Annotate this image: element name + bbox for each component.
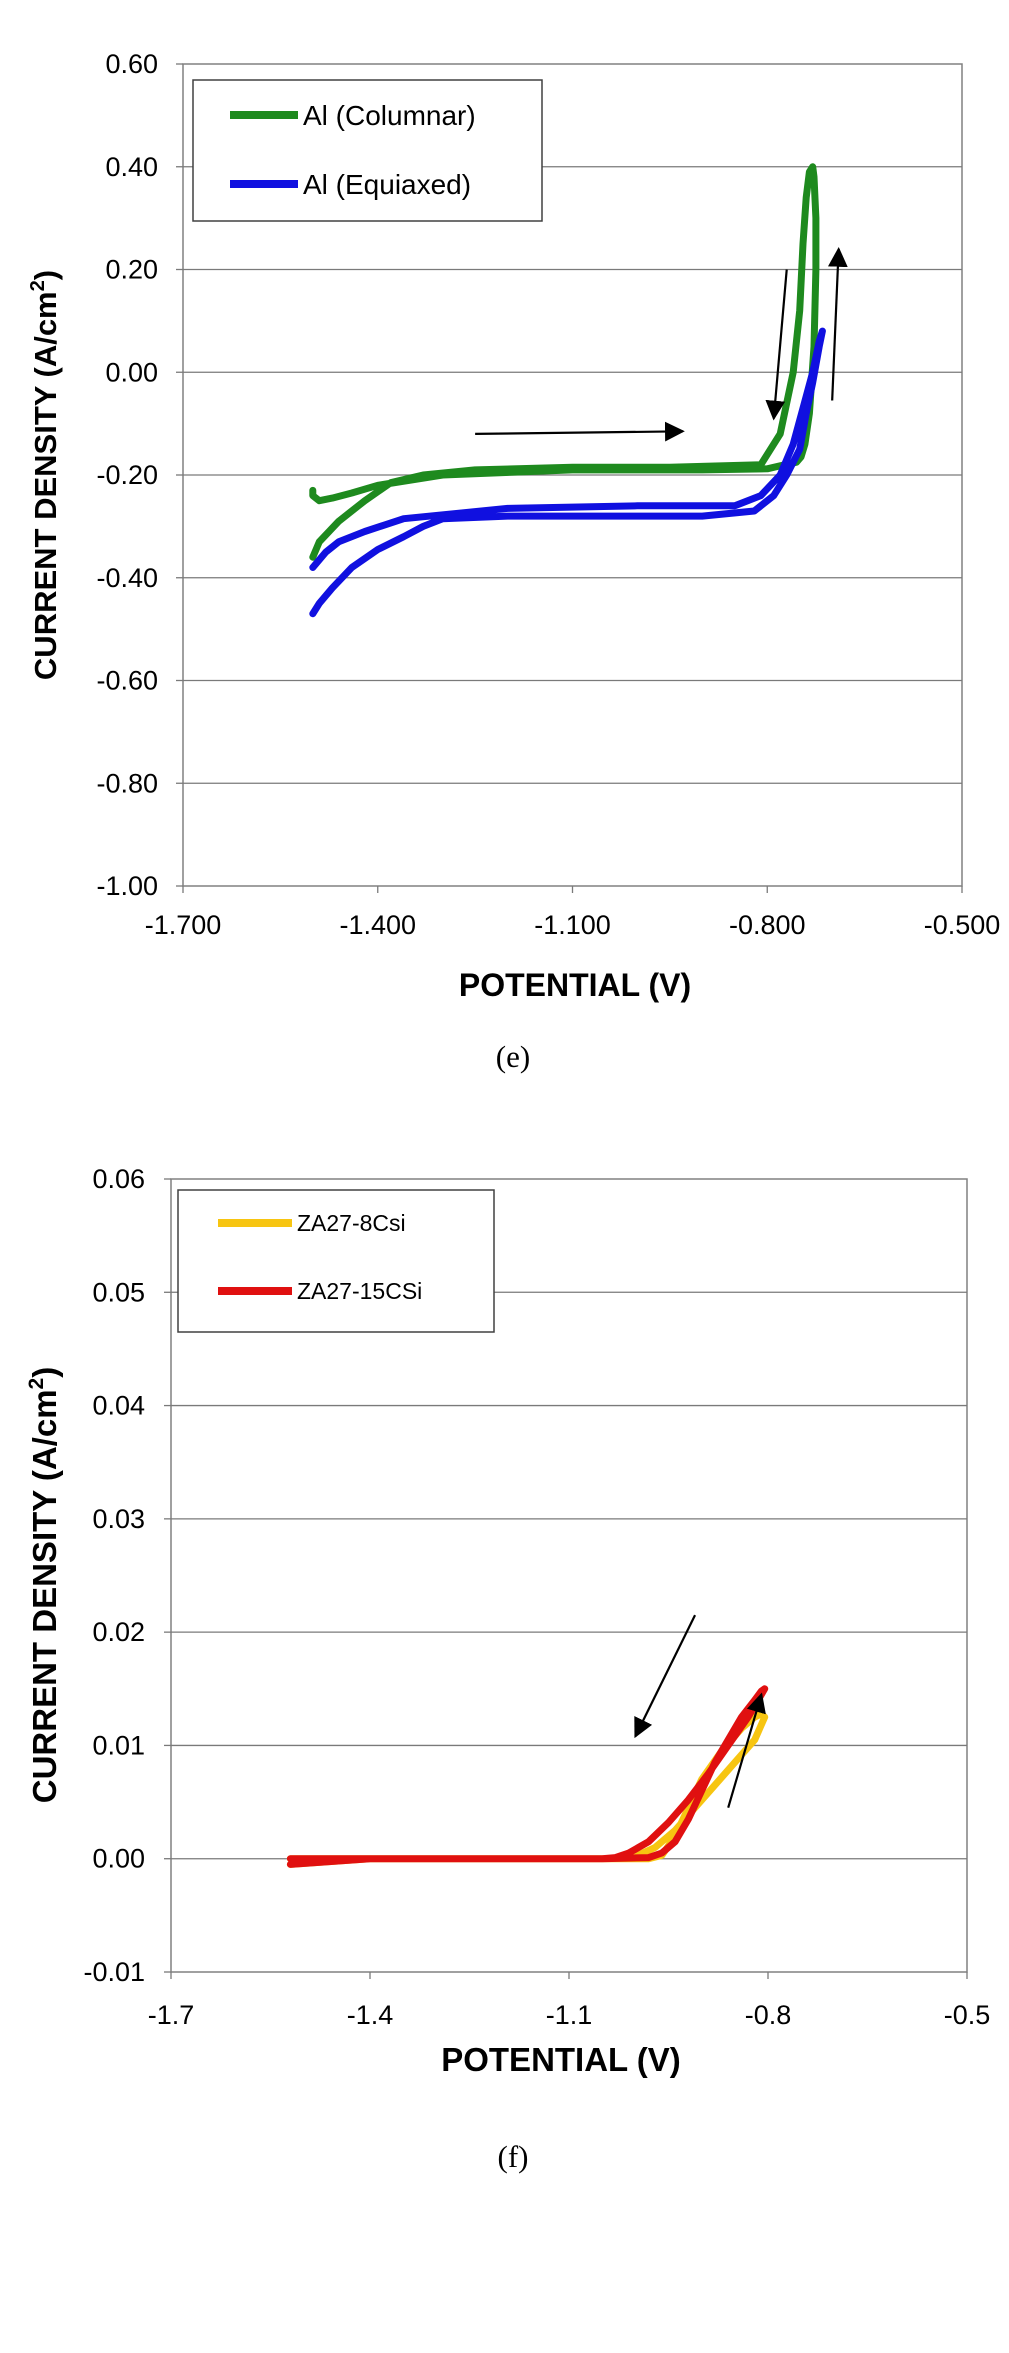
y-tick-label: -0.40	[96, 563, 158, 593]
caption-e: (e)	[496, 1039, 530, 1074]
y-tick-label: 0.01	[92, 1730, 145, 1760]
series-line-1	[286, 1685, 769, 1868]
x-axis-label: POTENTIAL (V)	[459, 967, 691, 1003]
series-lines	[309, 163, 826, 618]
tick-labels: 0.60 0.40 0.20 0.00 -0.20 -0.40 -0.60 -0.80 -1.0…	[96, 49, 1000, 940]
legend-label-al-equiaxed: Al (Equiaxed)	[303, 169, 471, 200]
x-axis-label: POTENTIAL (V)	[441, 2041, 681, 2078]
anodic-scan-arrow	[828, 246, 848, 401]
tick-labels: 0.06 0.05 0.04 0.03 0.02 0.01 0.00 -0.01-1.7 -1.…	[83, 1164, 990, 2030]
series-line-0	[309, 163, 820, 561]
y-tick-label: -0.60	[96, 666, 158, 696]
series-lines	[286, 1685, 769, 1868]
y-tick-label: 0.05	[92, 1277, 145, 1307]
x-tick-label: -1.1	[546, 2000, 593, 2030]
y-tick-label: 0.00	[105, 357, 158, 387]
chart-e: 0.60 0.40 0.20 0.00 -0.20 -0.40 -0.60 -0.80 -1.0…	[27, 49, 1000, 1074]
legend-label-al-columnar: Al (Columnar)	[303, 100, 476, 131]
legend: Al (Columnar) Al (Equiaxed)	[192, 79, 543, 222]
y-tick-label: 0.04	[92, 1391, 145, 1421]
y-tick-label: -0.01	[83, 1957, 145, 1987]
legend-box	[192, 79, 543, 222]
x-tick-label: -0.800	[729, 910, 806, 940]
arrows	[634, 1614, 766, 1809]
grid-lines	[176, 63, 963, 893]
chart-f: 0.06 0.05 0.04 0.03 0.02 0.01 0.00 -0.01-1.7 -1.…	[25, 1164, 990, 2174]
reverse-scan-arrow	[634, 1614, 697, 1739]
series-line-1	[309, 327, 826, 618]
x-tick-label: -1.700	[145, 910, 222, 940]
x-tick-label: -1.100	[534, 910, 611, 940]
x-tick-label: -0.8	[745, 2000, 792, 2030]
caption-f: (f)	[498, 2139, 529, 2174]
x-tick-label: -0.5	[944, 2000, 991, 2030]
legend-label-za27-8csi: ZA27-8Csi	[297, 1210, 406, 1236]
y-tick-label: 0.40	[105, 152, 158, 182]
y-tick-label: 0.02	[92, 1617, 145, 1647]
x-tick-label: -1.400	[339, 910, 416, 940]
y-tick-label: 0.20	[105, 255, 158, 285]
reverse-scan-arrow	[765, 269, 788, 421]
legend-label-za27-15csi: ZA27-15CSi	[297, 1278, 422, 1304]
y-tick-label: 0.06	[92, 1164, 145, 1194]
forward-scan-arrow	[727, 1692, 766, 1809]
y-axis-label: CURRENT DENSITY (A/cm2)	[27, 270, 63, 680]
forward-scan-arrow	[475, 421, 685, 442]
x-tick-label: -1.4	[347, 2000, 394, 2030]
y-tick-label: 0.03	[92, 1504, 145, 1534]
arrows	[475, 246, 848, 442]
legend-box	[177, 1189, 495, 1333]
legend: ZA27-8Csi ZA27-15CSi	[177, 1189, 495, 1333]
y-tick-label: -1.00	[96, 871, 158, 901]
y-tick-label: -0.20	[96, 460, 158, 490]
x-tick-label: -1.7	[148, 2000, 195, 2030]
y-tick-label: 0.60	[105, 49, 158, 79]
y-tick-label: 0.00	[92, 1844, 145, 1874]
y-axis-label: CURRENT DENSITY (A/cm2)	[25, 1367, 63, 1803]
x-tick-label: -0.500	[924, 910, 1001, 940]
y-tick-label: -0.80	[96, 768, 158, 798]
